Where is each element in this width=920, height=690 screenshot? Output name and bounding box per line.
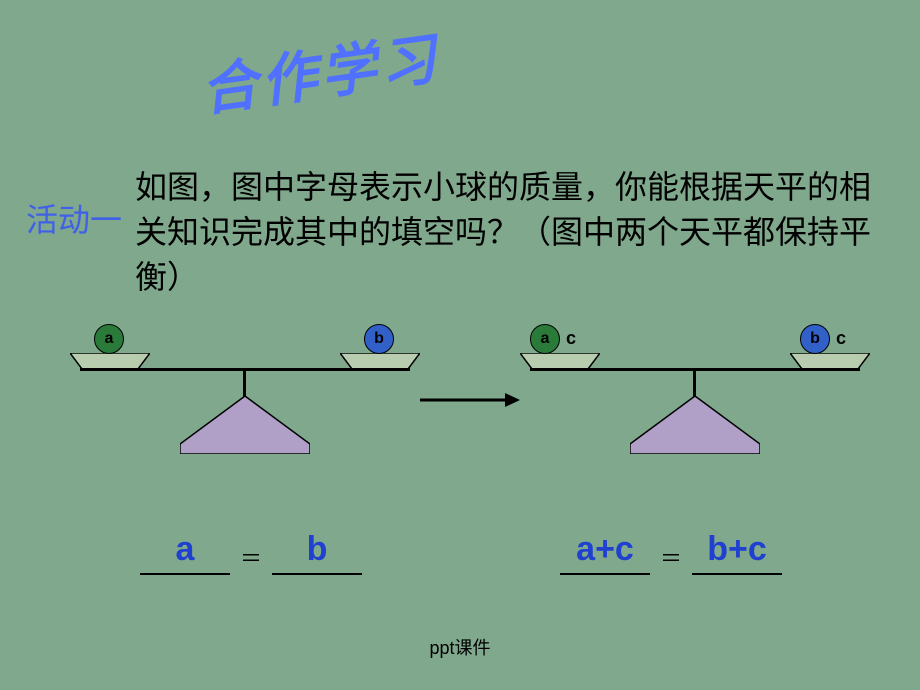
- ball-c-label: c: [836, 328, 846, 349]
- stem: [243, 368, 246, 398]
- pan-left: [520, 353, 600, 369]
- ball-a-label: a: [541, 330, 550, 348]
- balance-scale-left: a b: [80, 320, 410, 500]
- ball-c-label: c: [566, 328, 576, 349]
- pan-right: [790, 353, 870, 369]
- base: [180, 396, 310, 454]
- equals-sign: ＝: [656, 541, 686, 573]
- balance-scale-right: a c b c: [530, 320, 860, 500]
- blank-line: [140, 573, 230, 575]
- blank-lhs: a+c: [560, 530, 650, 569]
- ball-b-label: b: [374, 330, 384, 348]
- blank-rhs: b+c: [692, 530, 782, 569]
- footer-text: ppt课件: [0, 634, 920, 660]
- blank-rhs: b: [272, 530, 362, 569]
- activity-label: 活动一: [26, 195, 122, 241]
- stem: [693, 368, 696, 398]
- base: [630, 396, 760, 454]
- pan-left: [70, 353, 150, 369]
- blank-line: [692, 573, 782, 575]
- equation-area: a ＝ b a+c ＝ b+c: [0, 530, 920, 610]
- blank-lhs: a: [140, 530, 230, 569]
- blank-value: a+c: [576, 530, 634, 568]
- equation-right: a+c ＝ b+c: [560, 530, 782, 569]
- ball-b: b: [800, 324, 830, 354]
- blank-value: b+c: [707, 530, 767, 568]
- ball-b: b: [364, 324, 394, 354]
- blank-line: [272, 573, 362, 575]
- arrow-icon: [420, 390, 520, 410]
- blank-value: a: [176, 530, 195, 568]
- slide: 合作学习 活动一 如图，图中字母表示小球的质量，你能根据天平的相关知识完成其中的…: [0, 0, 920, 690]
- ball-a: a: [530, 324, 560, 354]
- pan-right: [340, 353, 420, 369]
- blank-line: [560, 573, 650, 575]
- ball-a-label: a: [105, 330, 114, 348]
- equals-sign: ＝: [236, 541, 266, 573]
- ball-b-label: b: [810, 330, 820, 348]
- question-text: 如图，图中字母表示小球的质量，你能根据天平的相关知识完成其中的填空吗？（图中两个…: [135, 165, 875, 299]
- blank-value: b: [307, 530, 328, 568]
- slide-title: 合作学习: [196, 14, 445, 128]
- equation-left: a ＝ b: [140, 530, 362, 569]
- ball-a: a: [94, 324, 124, 354]
